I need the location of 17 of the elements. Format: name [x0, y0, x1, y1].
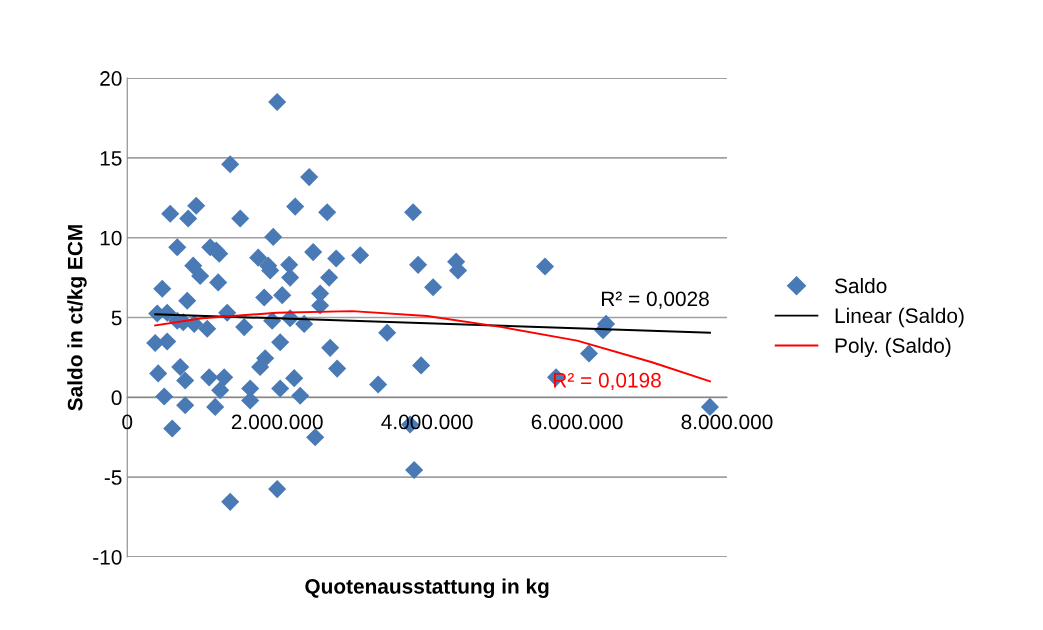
y-tick-label: 5 [111, 310, 122, 326]
x-tick-label: 8.000.000 [681, 414, 773, 430]
y-tick-label: -10 [93, 549, 122, 565]
y-tick-label: 20 [100, 71, 122, 86]
y-tick-label: 0 [111, 390, 122, 406]
x-tick-label: 2.000.000 [231, 414, 323, 430]
legend-label: Saldo [834, 277, 887, 294]
annotation: R² = 0,0028 [601, 291, 709, 309]
y-tick-label: -5 [104, 470, 122, 485]
x-axis-title: Quotenausstattung in kg [305, 578, 549, 598]
y-tick-label: 15 [100, 151, 122, 166]
x-tick-label: 0 [122, 414, 133, 430]
legend-label: Linear (Saldo) [835, 307, 964, 328]
x-tick-label: 6.000.000 [531, 414, 623, 430]
y-tick-label: 10 [100, 230, 122, 246]
y-axis-title: Saldo in ct/kg ECM [67, 225, 87, 411]
legend-label: Poly. (Saldo) [835, 337, 951, 358]
